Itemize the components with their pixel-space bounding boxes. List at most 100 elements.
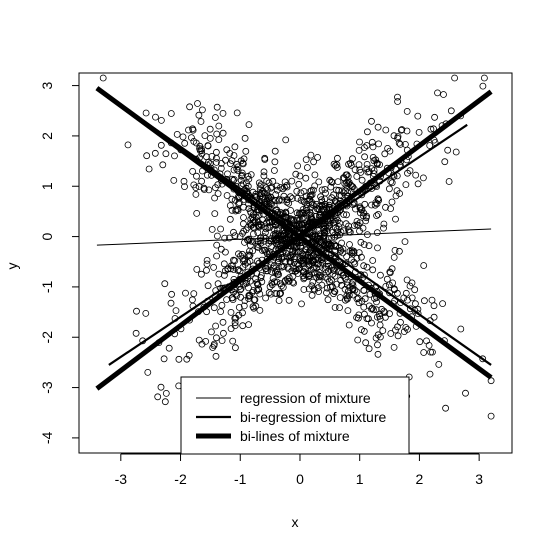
data-point (375, 140, 383, 148)
data-point (357, 253, 365, 261)
x-tick-label: -3 (115, 471, 128, 487)
data-point (445, 178, 453, 185)
data-point (133, 307, 140, 315)
data-point (388, 179, 396, 187)
data-point (241, 297, 249, 305)
data-point (186, 103, 194, 111)
data-point (193, 172, 200, 180)
data-point (260, 189, 268, 197)
data-point (370, 157, 378, 165)
data-point (258, 189, 266, 197)
data-point (161, 398, 169, 406)
data-point (434, 89, 441, 97)
data-point (374, 341, 381, 349)
data-point (368, 165, 376, 173)
data-point (206, 125, 214, 133)
data-point (317, 273, 325, 281)
data-point (283, 182, 291, 189)
data-point (369, 143, 377, 151)
data-point (328, 276, 335, 284)
data-point (202, 153, 210, 161)
x-tick-label: 3 (475, 471, 483, 487)
data-point (197, 118, 205, 125)
data-point (374, 350, 382, 358)
data-point (371, 295, 378, 302)
data-point (234, 266, 242, 274)
data-point (328, 234, 336, 242)
data-point (198, 147, 206, 155)
data-point (210, 340, 218, 348)
data-point (258, 216, 266, 224)
data-point (318, 259, 326, 267)
data-point (300, 286, 308, 293)
data-point (404, 169, 411, 177)
data-point (388, 265, 396, 273)
data-point (318, 186, 326, 194)
data-point (344, 281, 351, 289)
data-point (295, 261, 303, 269)
data-point (219, 110, 227, 117)
data-point (285, 199, 293, 207)
data-point (161, 280, 169, 288)
data-point (239, 159, 247, 167)
data-point (356, 219, 364, 227)
data-point (369, 266, 377, 274)
data-point (318, 205, 326, 213)
data-point (297, 209, 305, 217)
data-point (212, 334, 220, 342)
data-point (272, 230, 279, 237)
data-point (154, 393, 162, 401)
data-point (249, 211, 257, 219)
data-point (425, 341, 433, 349)
data-point (226, 160, 234, 168)
data-point (373, 212, 381, 220)
data-point (261, 229, 269, 237)
y-tick-label: -1 (39, 280, 55, 293)
legend: regression of mixture bi-regression of m… (180, 376, 410, 455)
data-point (226, 202, 234, 209)
data-point (213, 252, 221, 260)
y-tick-label: 0 (39, 232, 55, 240)
data-point (360, 262, 368, 270)
data-point (346, 247, 354, 255)
data-point (285, 274, 293, 282)
data-point (124, 141, 132, 149)
data-point (240, 203, 248, 211)
data-point (215, 270, 223, 278)
data-point (290, 216, 297, 224)
data-point (314, 284, 322, 292)
data-point (344, 189, 352, 197)
data-point (260, 172, 268, 180)
data-point (160, 355, 168, 363)
data-point (211, 114, 219, 121)
y-axis: -4 -3 -2 -1 0 1 2 3 (39, 81, 80, 444)
regression-lines-layer (95, 86, 493, 391)
data-point (231, 322, 239, 330)
data-point (435, 360, 443, 368)
data-point (346, 241, 353, 248)
data-point (244, 182, 252, 190)
data-point (384, 144, 392, 152)
data-point (217, 245, 225, 253)
data-point (415, 128, 423, 136)
data-point (310, 158, 318, 166)
data-point (269, 274, 277, 282)
data-point (392, 192, 400, 200)
data-point (230, 228, 237, 236)
data-point (287, 258, 295, 266)
legend-label-bi-lines: bi-lines of mixture (240, 428, 350, 444)
data-point (244, 251, 252, 259)
data-point (189, 126, 197, 134)
data-point (219, 329, 227, 337)
data-point (245, 284, 252, 292)
data-point (330, 290, 338, 298)
data-point (198, 106, 206, 114)
data-point (358, 176, 366, 184)
data-point (306, 208, 314, 216)
data-point (157, 141, 165, 149)
data-point (217, 159, 225, 167)
data-point (294, 260, 301, 268)
data-point (244, 223, 252, 231)
data-point (343, 253, 351, 261)
data-point (212, 158, 220, 166)
